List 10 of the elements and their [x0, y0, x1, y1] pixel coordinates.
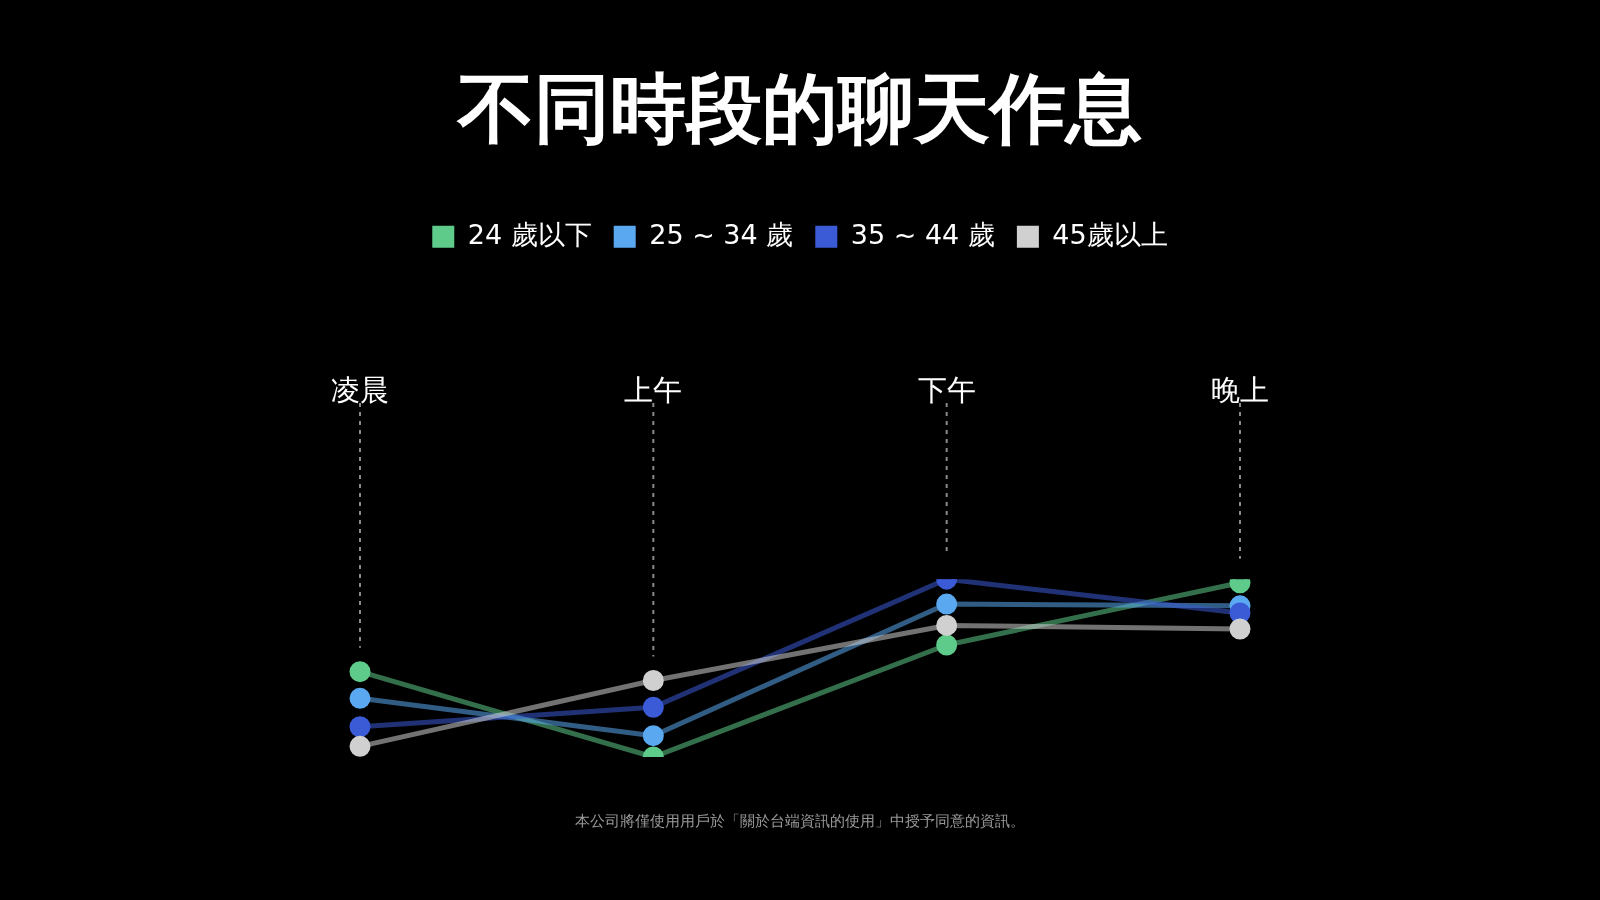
- text: 本公司將僅使用用戶於「關於台端資訊的使用」中授予同意的資訊。: [575, 811, 1025, 830]
- x-tick-label: 下午: [917, 373, 976, 408]
- legend-label: 45歲以上: [1052, 218, 1168, 250]
- chart-title: 不同時段的聊天作息: [456, 64, 1142, 154]
- x-tick-label: 晚上: [1211, 373, 1269, 408]
- x-tick-label: 凌晨: [331, 373, 389, 408]
- legend-label: 25 ~ 34 歲: [649, 218, 794, 250]
- x-tick-label: 上午: [624, 373, 683, 408]
- legend-label: 24 歲以下: [467, 218, 592, 250]
- legend-label: 35 ~ 44 歲: [850, 218, 995, 250]
